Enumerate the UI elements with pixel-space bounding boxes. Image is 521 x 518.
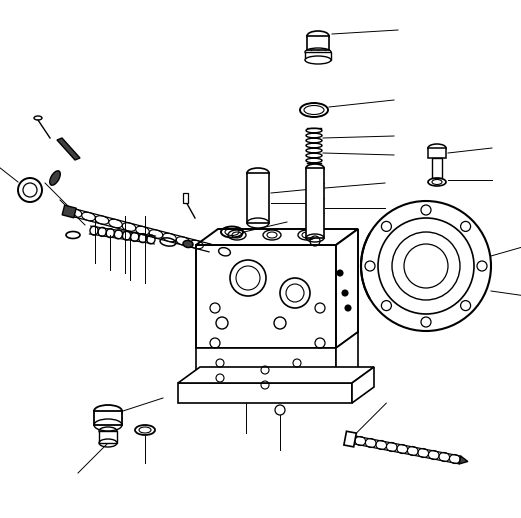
Circle shape: [342, 290, 348, 296]
Polygon shape: [336, 332, 358, 383]
Ellipse shape: [183, 240, 193, 248]
Bar: [432, 158, 442, 178]
Polygon shape: [196, 229, 358, 245]
Polygon shape: [344, 431, 356, 447]
Bar: [306, 168, 324, 238]
Bar: [94, 411, 122, 425]
Circle shape: [337, 270, 343, 276]
Bar: [183, 193, 188, 203]
Circle shape: [345, 305, 351, 311]
Ellipse shape: [307, 31, 329, 41]
Bar: [428, 148, 446, 158]
Bar: [247, 173, 269, 223]
Polygon shape: [57, 138, 80, 160]
Polygon shape: [178, 367, 374, 383]
Bar: [196, 245, 336, 348]
Bar: [196, 348, 336, 383]
Ellipse shape: [305, 56, 331, 64]
Polygon shape: [336, 229, 358, 348]
Ellipse shape: [49, 171, 60, 185]
Polygon shape: [62, 205, 76, 218]
Polygon shape: [459, 456, 468, 464]
Polygon shape: [352, 367, 374, 403]
Bar: [99, 431, 117, 443]
Bar: [178, 383, 352, 403]
Bar: [305, 52, 331, 60]
Bar: [307, 36, 329, 50]
